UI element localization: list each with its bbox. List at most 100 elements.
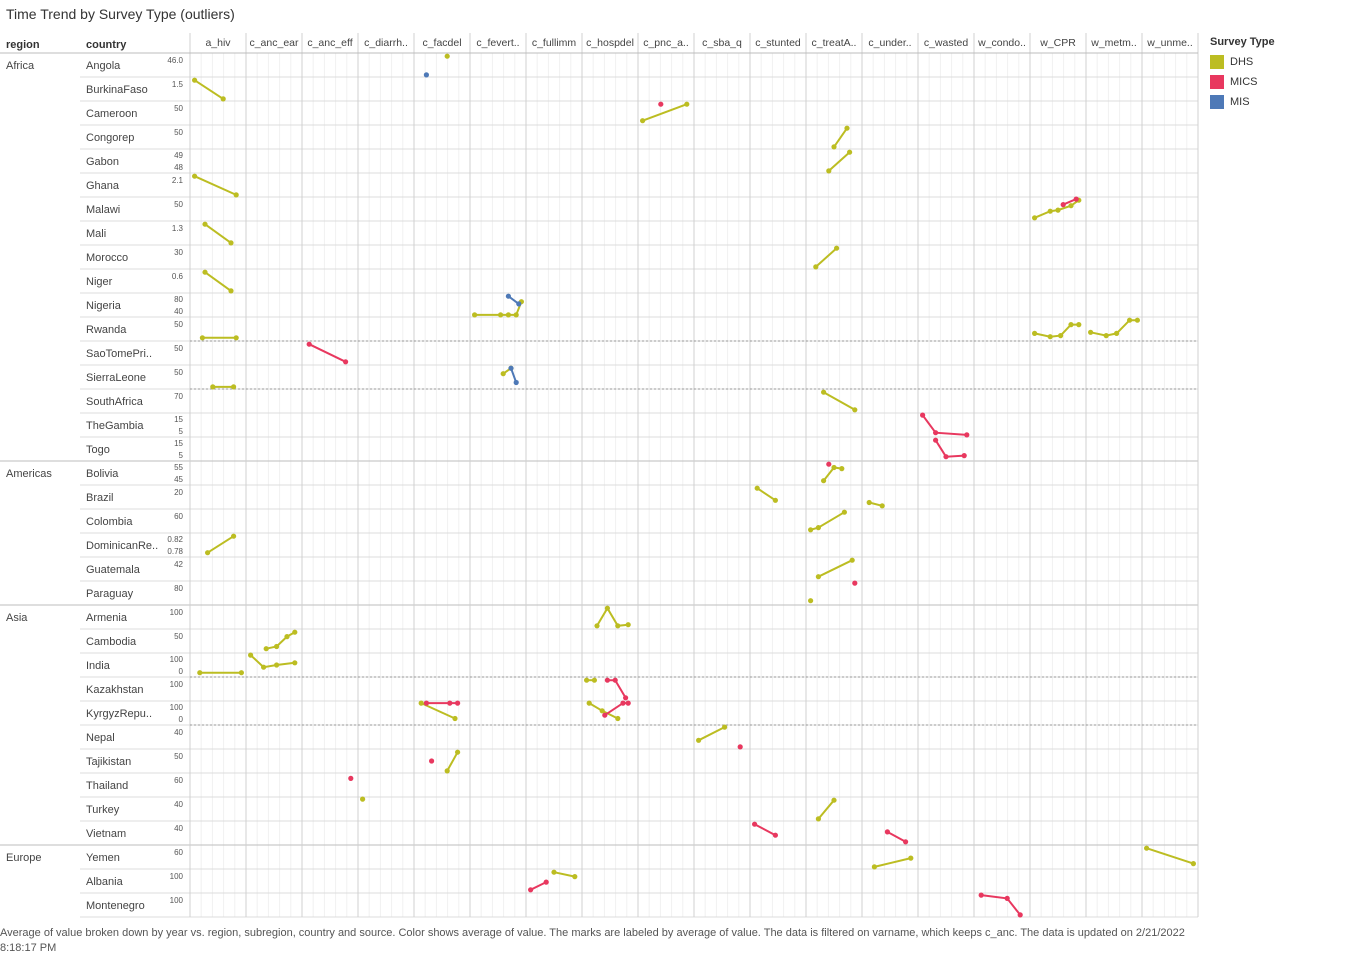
column-header: c_hospdel (586, 37, 634, 49)
data-point-dhs (202, 269, 208, 275)
series-line-dhs (204, 271, 232, 292)
legend-title: Survey Type (1210, 36, 1275, 48)
series-line-dhs (815, 247, 838, 268)
country-label: Guatemala (86, 564, 141, 576)
data-point-dhs (248, 652, 254, 658)
data-point-mics (1004, 895, 1010, 902)
data-point-dhs (498, 312, 504, 318)
data-point-dhs (284, 634, 290, 640)
country-label: Armenia (86, 612, 128, 624)
data-point-dhs (815, 816, 822, 822)
country-label: Cameroon (86, 108, 137, 120)
axis-tick-label: 80 (174, 584, 183, 593)
data-point-dhs (808, 598, 814, 604)
data-point-dhs (274, 643, 280, 650)
data-point-dhs (696, 737, 702, 743)
data-point-mics (772, 832, 779, 838)
column-header: c_pnc_a.. (643, 37, 689, 49)
data-point-dhs (754, 485, 760, 491)
data-point-dhs (452, 715, 458, 722)
country-label: SouthAfrica (86, 396, 144, 408)
series-line-dhs (420, 702, 456, 720)
data-point-mics (1060, 202, 1066, 208)
legend-label-mics: MICS (1230, 76, 1258, 88)
country-label: Cambodia (86, 636, 137, 648)
axis-tick-label: 49 (174, 151, 183, 160)
country-label: India (86, 660, 111, 672)
country-label: SierraLeone (86, 372, 146, 384)
data-point-dhs (233, 335, 239, 341)
data-point-dhs (1032, 330, 1038, 336)
axis-tick-label: 50 (174, 752, 183, 761)
data-point-dhs (210, 384, 216, 390)
axis-tick-label: 42 (174, 560, 183, 569)
axis-tick-label: 50 (174, 200, 183, 209)
data-point-dhs (572, 874, 578, 880)
axis-tick-label: 20 (174, 488, 183, 497)
data-point-dhs (360, 796, 366, 802)
data-point-dhs (808, 527, 814, 533)
data-point-dhs (220, 96, 226, 102)
data-point-dhs (815, 574, 822, 580)
data-point-mics (961, 453, 967, 459)
row-header-country: country (86, 39, 127, 51)
data-point-dhs (1068, 322, 1074, 328)
axis-tick-label: 60 (174, 512, 183, 521)
axis-tick-label: 100 (170, 608, 184, 617)
data-point-dhs (821, 478, 827, 484)
data-point-dhs (586, 700, 592, 706)
series-line-dhs (828, 151, 851, 172)
data-point-dhs (594, 623, 600, 629)
data-point-mics (978, 892, 984, 898)
axis-tick-label: 5 (179, 451, 184, 460)
data-point-dhs (1190, 861, 1196, 867)
data-point-dhs (908, 855, 914, 861)
data-point-dhs (202, 221, 208, 227)
series-line-dhs (817, 559, 853, 578)
column-header: c_anc_eff (307, 37, 352, 49)
series-line-mics (754, 823, 776, 837)
axis-tick-label: 1.3 (172, 224, 184, 233)
series-line-mics (886, 831, 907, 843)
column-header: c_under.. (868, 37, 911, 49)
country-label: Montenegro (86, 900, 145, 912)
data-point-mics (423, 700, 429, 706)
data-point-dhs (640, 118, 646, 124)
legend-item-mics[interactable]: MICS (1210, 72, 1275, 92)
legend-swatch-mis (1210, 95, 1224, 109)
data-point-dhs (604, 605, 611, 611)
data-point-mis (513, 379, 519, 386)
axis-tick-label: 80 (174, 295, 183, 304)
data-point-dhs (228, 240, 234, 246)
legend-label-mis: MIS (1230, 96, 1250, 108)
legend-item-mis[interactable]: MIS (1210, 92, 1275, 112)
legend-item-dhs[interactable]: DHS (1210, 52, 1275, 72)
axis-tick-label: 15 (174, 415, 183, 424)
data-point-dhs (1127, 317, 1133, 323)
data-point-mics (447, 700, 453, 706)
data-point-dhs (513, 312, 519, 318)
axis-tick-label: 50 (174, 368, 183, 377)
axis-tick-label: 1.5 (172, 80, 184, 89)
data-point-dhs (261, 664, 267, 670)
column-header: c_fevert.. (476, 37, 519, 49)
axis-tick-label: 48 (174, 163, 183, 172)
data-point-dhs (772, 497, 779, 503)
country-label: Kazakhstan (86, 684, 143, 696)
series-line-dhs (642, 103, 688, 122)
data-point-mics (1073, 196, 1079, 202)
country-label: Tajikistan (86, 756, 131, 768)
data-point-mics (826, 461, 832, 467)
data-point-mics (602, 712, 608, 718)
data-point-dhs (831, 464, 837, 471)
data-point-dhs (852, 407, 858, 413)
data-point-mics (933, 437, 939, 443)
data-point-mics (455, 700, 461, 706)
data-point-mics (343, 359, 349, 365)
axis-tick-label: 15 (174, 439, 183, 448)
series-line-dhs (698, 726, 726, 742)
data-point-dhs (199, 335, 205, 341)
axis-tick-label: 100 (170, 872, 184, 881)
data-point-mics (933, 430, 939, 436)
data-point-dhs (834, 245, 840, 251)
